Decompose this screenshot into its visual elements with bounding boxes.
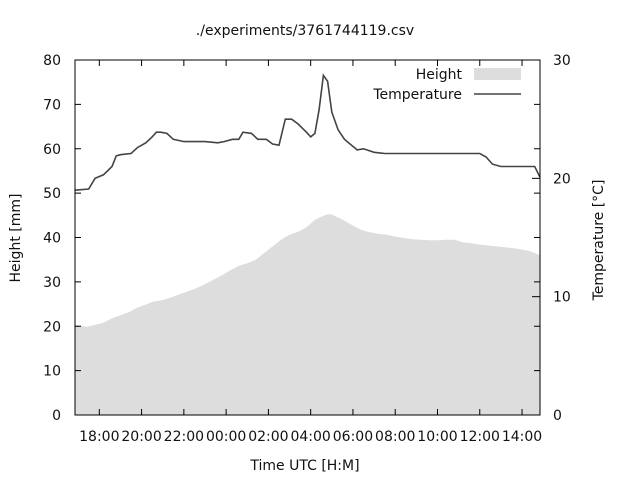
y2-tick-label: 10 [553, 290, 571, 306]
legend: Height Temperature [372, 67, 521, 103]
x-axis-ticks: 18:00 20:00 22:00 00:00 02:00 04:00 06:00 08:00… [79, 60, 542, 445]
x-tick-label: 02:00 [248, 429, 288, 445]
legend-swatch-height [474, 68, 521, 80]
y-axis-label: Height [mm] [8, 194, 24, 283]
x-tick-label: 06:00 [333, 429, 373, 445]
y-tick-label: 50 [43, 186, 61, 202]
y-tick-label: 10 [43, 364, 61, 380]
height-area-series [75, 214, 540, 415]
y-tick-label: 80 [43, 53, 61, 69]
y-tick-label: 0 [52, 408, 61, 424]
y2-axis-label: Temperature [°C] [591, 180, 607, 302]
x-tick-label: 18:00 [79, 429, 119, 445]
x-tick-label: 12:00 [460, 429, 500, 445]
legend-label-height: Height [416, 67, 463, 83]
y2-tick-label: 0 [553, 408, 562, 424]
x-tick-label: 04:00 [290, 429, 330, 445]
y-tick-label: 20 [43, 319, 61, 335]
y-tick-label: 70 [43, 97, 61, 113]
legend-label-temperature: Temperature [372, 87, 462, 103]
y2-tick-label: 20 [553, 171, 571, 187]
y-tick-label: 40 [43, 231, 61, 247]
temperature-line-series [74, 73, 541, 191]
y2-axis-ticks: 0 10 20 30 [532, 53, 571, 424]
x-tick-label: 08:00 [375, 429, 415, 445]
y-tick-label: 60 [43, 142, 61, 158]
y2-tick-label: 30 [553, 53, 571, 69]
y-tick-label: 30 [43, 275, 61, 291]
x-axis-label: Time UTC [H:M] [249, 458, 359, 474]
x-tick-label: 22:00 [164, 429, 204, 445]
x-tick-label: 20:00 [121, 429, 161, 445]
chart-title: ./experiments/3761744119.csv [196, 23, 414, 39]
x-tick-label: 00:00 [206, 429, 246, 445]
x-tick-label: 14:00 [502, 429, 542, 445]
x-tick-label: 10:00 [417, 429, 457, 445]
plot-area [74, 73, 541, 415]
y-axis-ticks: 0 10 20 30 40 50 60 70 80 [43, 53, 540, 424]
